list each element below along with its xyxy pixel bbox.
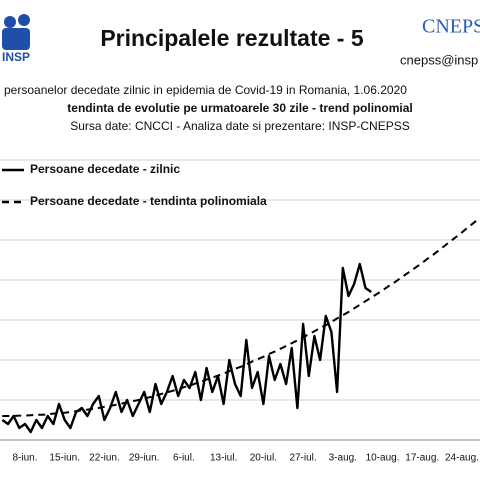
x-tick-label: 27-iul.: [289, 453, 316, 464]
subtitle: Sursa date: CNCCI - Analiza date si prez…: [70, 119, 409, 133]
x-tick-label: 8-iun.: [12, 453, 37, 464]
x-tick-label: 3-aug.: [329, 453, 357, 464]
email: cnepss@insp: [400, 52, 478, 67]
subtitle: tendinta de evolutie pe urmatoarele 30 z…: [67, 101, 412, 115]
legend-label: Persoane decedate - zilnic: [30, 162, 180, 176]
series-line: [2, 217, 480, 417]
logo-right: CNEPSS: [422, 16, 480, 38]
logo-icon: [2, 14, 30, 50]
chart-title: Principalele rezultate - 5: [100, 25, 364, 51]
x-tick-label: 29-iun.: [129, 453, 160, 464]
x-tick-label: 24-aug.: [445, 453, 479, 464]
x-tick-label: 15-iun.: [49, 453, 80, 464]
x-tick-label: 20-iul.: [250, 453, 277, 464]
subtitle: persoanelor decedate zilnic in epidemia …: [4, 83, 407, 97]
series-line: [1, 262, 372, 434]
x-tick-label: 22-iun.: [89, 453, 120, 464]
x-tick-label: 13-iul.: [210, 453, 237, 464]
logo-text: INSP: [2, 50, 30, 64]
legend-label: Persoane decedate - tendinta polinomiala: [30, 194, 267, 208]
x-tick-label: 6-iul.: [173, 453, 195, 464]
x-tick-label: 10-aug.: [366, 453, 400, 464]
x-tick-label: 17-aug.: [405, 453, 439, 464]
